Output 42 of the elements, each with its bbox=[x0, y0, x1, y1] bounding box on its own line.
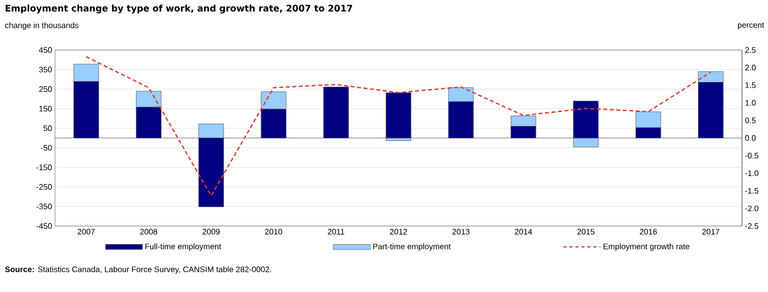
y-tick-label: -450 bbox=[36, 223, 52, 229]
y-tick-label: -50 bbox=[40, 144, 52, 151]
bar bbox=[386, 92, 412, 138]
y2-tick-label: -0.5 bbox=[745, 152, 758, 158]
x-tick-label: 2014 bbox=[514, 228, 532, 235]
y2-tick-label: 2.5 bbox=[745, 47, 756, 53]
text: Source: Statistics Canada, Labour Force Survey, CANSIM table 282-0002. bbox=[5, 266, 272, 274]
y-tick-label: 250 bbox=[39, 86, 52, 92]
y2-tick-label: 1.5 bbox=[745, 82, 756, 88]
y-tick-label: -250 bbox=[36, 184, 52, 190]
y-axis-title: change in thousands bbox=[5, 22, 78, 30]
y-tick-label: -150 bbox=[36, 164, 52, 170]
y-tick-label: 150 bbox=[39, 106, 52, 112]
y2-tick-label: -2.5 bbox=[745, 223, 758, 229]
y-tick-label: -350 bbox=[36, 204, 52, 210]
legend-label: Employment growth rate bbox=[604, 243, 690, 251]
y2-tick-label: -1.5 bbox=[745, 188, 758, 194]
y2-axis-title: percent bbox=[738, 22, 764, 30]
y-tick-label: 50 bbox=[44, 125, 52, 132]
y-tick-label: 350 bbox=[39, 66, 52, 72]
x-tick-label: 2016 bbox=[640, 228, 657, 235]
legend-label: Part-time employment bbox=[373, 243, 451, 251]
x-tick-label: 2008 bbox=[140, 228, 158, 235]
x-tick-label: 2009 bbox=[202, 228, 220, 235]
x-tick-label: 2015 bbox=[577, 228, 594, 235]
x-tick-label: 2017 bbox=[702, 228, 720, 235]
y2-tick-label: 2.0 bbox=[745, 64, 756, 70]
y2-tick-label: -2.0 bbox=[745, 206, 758, 212]
y2-tick-label: 1.0 bbox=[745, 100, 756, 106]
x-tick-label: 2007 bbox=[78, 228, 95, 235]
y2-tick-label: 0.5 bbox=[745, 118, 756, 124]
bar bbox=[323, 86, 349, 138]
x-tick-label: 2010 bbox=[265, 228, 282, 235]
y2-tick-label: -1.0 bbox=[745, 170, 758, 176]
y-tick-label: 450 bbox=[38, 47, 52, 53]
x-tick-label: 2012 bbox=[390, 228, 407, 235]
x-tick-label: 2013 bbox=[452, 228, 470, 235]
line-series bbox=[86, 56, 712, 196]
x-tick-label: 2011 bbox=[328, 228, 344, 235]
chart-title: Employment change by type of work, and growth rate, 2007 to 2017 bbox=[6, 4, 352, 14]
y2-tick-label: 0.0 bbox=[745, 135, 756, 141]
legend-label: Full-time employment bbox=[145, 243, 222, 251]
